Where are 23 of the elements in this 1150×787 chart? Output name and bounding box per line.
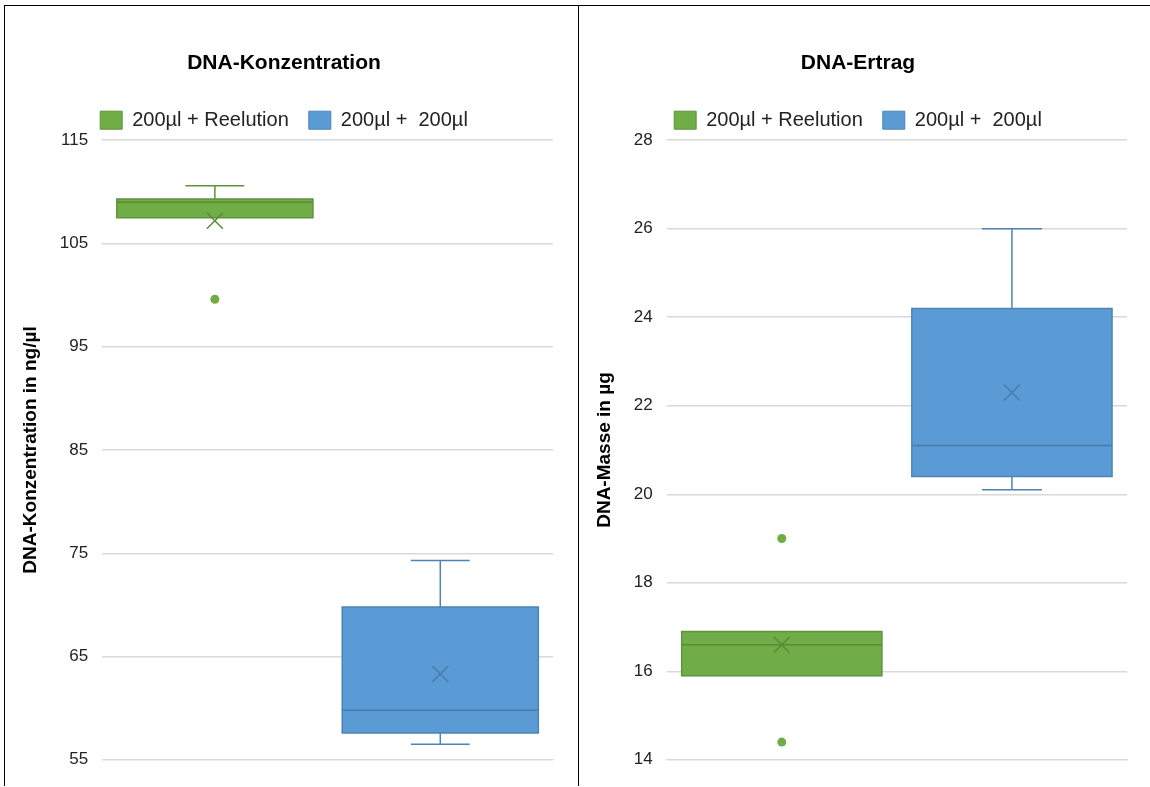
y-tick-label: 18 <box>633 572 653 592</box>
y-tick-label: 14 <box>633 749 653 769</box>
y-tick-label: 16 <box>633 660 653 680</box>
y-tick-label: 26 <box>633 218 653 238</box>
chart-title: DNA-Konzentration <box>187 50 381 74</box>
legend-label: 200µl + 200µl <box>340 107 468 130</box>
y-tick-label: 55 <box>69 749 89 769</box>
y-tick-label: 95 <box>69 336 89 356</box>
y-tick-label: 115 <box>61 129 89 149</box>
y-tick-label: 105 <box>59 233 89 253</box>
legend-label: 200µl + Reelution <box>132 107 289 130</box>
chart-title: DNA-Ertrag <box>800 50 916 74</box>
y-tick-label: 85 <box>69 439 89 459</box>
y-tick-label: 20 <box>633 483 653 503</box>
legend-label: 200µl + 200µl <box>914 107 1042 130</box>
y-tick-label: 28 <box>633 129 653 149</box>
y-tick-label: 24 <box>633 306 653 326</box>
y-axis-title: DNA-Masse in µg <box>592 372 614 528</box>
y-tick-label: 75 <box>69 542 89 562</box>
legend-label: 200µl + Reelution <box>706 107 863 130</box>
y-tick-label: 65 <box>69 646 89 666</box>
y-axis-title: DNA-Konzentration in ng/µl <box>18 326 40 574</box>
y-tick-label: 22 <box>633 395 653 415</box>
